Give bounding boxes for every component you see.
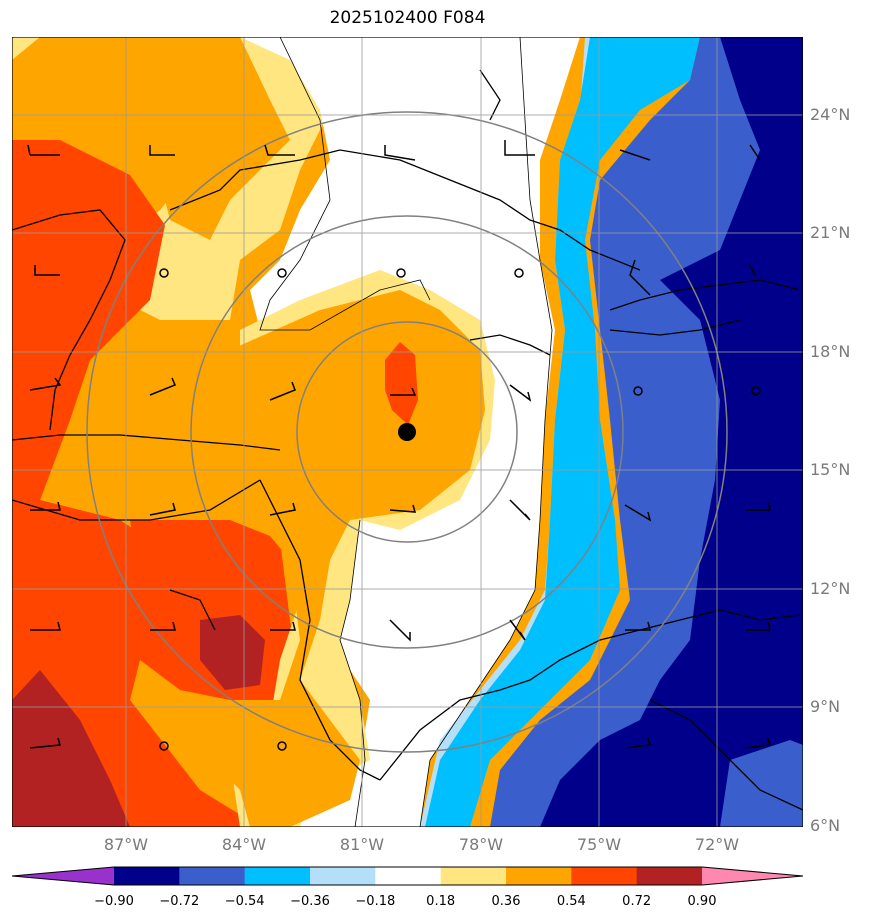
colorbar-tick-label: −0.90 xyxy=(94,894,134,909)
lon-label-72w: 72°W xyxy=(694,835,740,854)
calm-circles xyxy=(159,268,761,751)
lon-label-75w: 75°W xyxy=(576,835,622,854)
field-pos036-core xyxy=(200,290,485,827)
colorbar-outline xyxy=(11,866,804,886)
lon-label-84w: 84°W xyxy=(221,835,267,854)
map-title: 2025102400 F084 xyxy=(329,8,486,28)
storm-center-marker xyxy=(398,423,416,441)
map-plot xyxy=(12,37,803,827)
colorbar-segments xyxy=(12,867,803,885)
colorbar-segment xyxy=(375,867,442,885)
colorbar-tick-label: −0.18 xyxy=(355,894,396,909)
colorbar-segment xyxy=(310,867,376,885)
lat-label-21n: 21°N xyxy=(810,223,851,242)
colorbar-tick-label: 0.54 xyxy=(556,894,586,909)
lat-label-9n: 9°N xyxy=(810,697,841,716)
colorbar xyxy=(11,866,804,886)
colorbar-segment xyxy=(571,867,638,885)
colorbar-segment xyxy=(506,867,572,885)
colorbar-segment xyxy=(244,867,311,885)
field-pos072-west xyxy=(12,670,130,827)
colorbar-extend-high xyxy=(702,867,803,885)
field-pos072-nicaragua xyxy=(200,615,265,690)
colorbar-tick-label: −0.72 xyxy=(159,894,200,909)
lon-label-87w: 87°W xyxy=(103,835,149,854)
colorbar-segment xyxy=(440,867,507,885)
lat-label-18n: 18°N xyxy=(810,342,851,361)
lat-label-6n: 6°N xyxy=(810,816,841,835)
colorbar-segment xyxy=(114,867,180,885)
colorbar-tick-label: 0.90 xyxy=(687,894,717,909)
colorbar-tick-label: −0.36 xyxy=(290,894,330,909)
lat-label-12n: 12°N xyxy=(810,579,851,598)
range-rings xyxy=(86,111,728,753)
colorbar-segment xyxy=(179,867,246,885)
wind-barbs xyxy=(27,140,771,749)
colorbar-extend-low xyxy=(12,867,114,885)
lat-label-24n: 24°N xyxy=(810,105,851,124)
colorbar-segment xyxy=(636,867,703,885)
coastlines xyxy=(12,69,803,811)
colorbar-tick-label: 0.18 xyxy=(426,894,456,909)
field-neg072 xyxy=(540,37,803,827)
lat-label-15n: 15°N xyxy=(810,460,851,479)
field-neg054-se xyxy=(720,740,803,827)
colorbar-tick-label: 0.72 xyxy=(622,894,652,909)
colorbar-tick-label: −0.54 xyxy=(224,894,265,909)
lon-label-78w: 78°W xyxy=(458,835,504,854)
graticule xyxy=(12,37,803,827)
colorbar-tick-label: 0.36 xyxy=(491,894,521,909)
field-neg036 xyxy=(425,37,700,827)
field-pos054-core xyxy=(385,342,418,425)
lon-label-81w: 81°W xyxy=(339,835,385,854)
